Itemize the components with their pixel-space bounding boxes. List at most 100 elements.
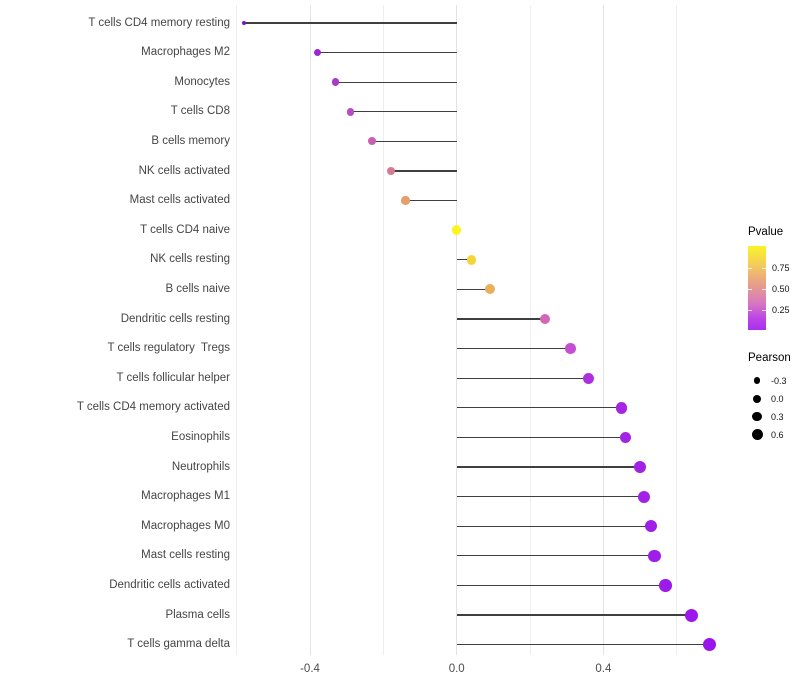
lollipop-dot bbox=[386, 167, 395, 175]
lollipop-dot bbox=[368, 137, 377, 146]
lollipop-stem bbox=[350, 111, 457, 113]
lollipop-dot bbox=[451, 225, 462, 235]
y-axis-label: Macrophages M1 bbox=[141, 490, 230, 503]
lollipop-dot bbox=[684, 608, 698, 622]
pearson-legend-label: 0.6 bbox=[771, 429, 784, 440]
colorbar-tick-label: 0.50 bbox=[772, 283, 790, 294]
y-axis-label: T cells gamma delta bbox=[127, 638, 230, 651]
lollipop-stem bbox=[456, 377, 589, 379]
y-axis-label: B cells naive bbox=[165, 282, 230, 295]
lollipop-stem bbox=[456, 555, 655, 557]
lollipop-stem bbox=[456, 288, 490, 291]
lollipop-stem bbox=[317, 51, 457, 54]
lollipop-dot bbox=[648, 549, 661, 563]
lollipop-dot bbox=[634, 461, 647, 473]
lollipop-stem bbox=[244, 22, 457, 24]
y-axis-label: Dendritic cells resting bbox=[120, 312, 230, 325]
pearson-legend-dot bbox=[753, 394, 761, 403]
lollipop-stem bbox=[456, 318, 545, 320]
pearson-legend-label: 0.3 bbox=[771, 411, 784, 422]
y-axis-label: Macrophages M2 bbox=[141, 46, 230, 59]
lollipop-stem bbox=[456, 436, 626, 439]
lollipop-dot bbox=[702, 637, 717, 652]
y-axis-label: T cells follicular helper bbox=[116, 371, 230, 384]
colorbar-tick bbox=[748, 267, 752, 269]
pearson-legend-title: Pearson bbox=[748, 352, 791, 364]
pearson-legend-label: 0.0 bbox=[771, 393, 784, 404]
lollipop-dot bbox=[565, 343, 576, 354]
pvalue-legend-title: Pvalue bbox=[748, 226, 784, 238]
lollipop-dot bbox=[346, 108, 355, 116]
y-axis-label: T cells CD4 memory resting bbox=[88, 16, 230, 29]
y-axis-label: T cells CD4 naive bbox=[140, 223, 230, 236]
y-axis-label: Plasma cells bbox=[165, 608, 230, 621]
pearson-legend-dot bbox=[752, 411, 762, 422]
pvalue-colorbar: 0.75 0.50 0.25 bbox=[748, 246, 790, 330]
lollipop-stem bbox=[456, 525, 652, 527]
pearson-legend-item: -0.3 bbox=[748, 372, 791, 389]
lollipop-dot bbox=[583, 372, 595, 384]
lollipop-stem bbox=[456, 347, 571, 350]
lollipop-dot bbox=[484, 284, 495, 295]
gridline-major bbox=[602, 5, 604, 655]
colorbar-tick bbox=[748, 288, 752, 290]
colorbar-tick-label: 0.25 bbox=[772, 304, 790, 315]
gridline-minor bbox=[382, 5, 384, 655]
colorbar-tick bbox=[762, 267, 766, 269]
pearson-legend-dot bbox=[753, 377, 761, 384]
lollipop-dot bbox=[466, 255, 477, 265]
lollipop-stem bbox=[335, 81, 457, 83]
lollipop-dot bbox=[401, 196, 410, 205]
colorbar-tick-label: 0.75 bbox=[772, 262, 790, 273]
y-axis-label: Eosinophils bbox=[171, 430, 230, 443]
lollipop-stem bbox=[456, 495, 644, 498]
lollipop-stem bbox=[456, 614, 692, 616]
gridline-major bbox=[456, 5, 458, 655]
lollipop-dot bbox=[659, 579, 672, 592]
pearson-legend-label: -0.3 bbox=[771, 375, 787, 386]
colorbar-tick bbox=[748, 309, 752, 311]
x-tick-label: 0.0 bbox=[448, 663, 465, 675]
lollipop-dot bbox=[242, 21, 246, 25]
y-axis-label: B cells memory bbox=[151, 134, 230, 147]
colorbar-tick bbox=[762, 288, 766, 290]
y-axis-label: NK cells activated bbox=[138, 164, 230, 177]
x-tick-label: 0.4 bbox=[595, 663, 612, 675]
lollipop-dot bbox=[637, 490, 650, 503]
lollipop-dot bbox=[313, 49, 321, 57]
colorbar-tick bbox=[762, 309, 766, 311]
y-axis-label: Dendritic cells activated bbox=[109, 578, 230, 591]
y-axis-label: Mast cells activated bbox=[129, 194, 230, 207]
pvalue-legend: Pvalue 0.75 0.50 0.25 bbox=[748, 226, 790, 330]
y-axis-label: Mast cells resting bbox=[141, 549, 230, 562]
gridline-minor bbox=[676, 5, 678, 655]
lollipop-dot bbox=[615, 402, 628, 414]
lollipop-stem bbox=[456, 407, 622, 409]
pearson-legend-dot bbox=[751, 429, 763, 440]
y-axis-label: T cells CD4 memory activated bbox=[76, 401, 230, 414]
lollipop-dot bbox=[539, 314, 550, 324]
pearson-legend-item: 0.0 bbox=[748, 390, 791, 407]
lollipop-stem bbox=[456, 584, 666, 587]
y-axis-label: T cells CD8 bbox=[170, 105, 230, 118]
lollipop-dot bbox=[619, 431, 632, 444]
lollipop-stem bbox=[456, 259, 472, 261]
lollipop-stem bbox=[456, 466, 641, 468]
x-tick-label: -0.4 bbox=[300, 663, 320, 675]
y-axis-label: Neutrophils bbox=[171, 460, 230, 473]
pearson-legend: Pearson -0.3 0.0 0.3 0.6 bbox=[748, 352, 791, 443]
lollipop-stem bbox=[405, 199, 457, 202]
y-axis-label: NK cells resting bbox=[150, 253, 230, 266]
gridline-minor bbox=[529, 5, 531, 655]
y-axis-label: T cells regulatory Tregs bbox=[107, 342, 230, 355]
lollipop-stem bbox=[372, 140, 457, 143]
y-axis-label: Macrophages M0 bbox=[141, 519, 230, 532]
pearson-legend-item: 0.3 bbox=[748, 408, 791, 425]
lollipop-dot bbox=[331, 78, 340, 86]
lollipop-stem bbox=[390, 170, 457, 172]
gridline-minor bbox=[236, 5, 238, 655]
pearson-legend-items: -0.3 0.0 0.3 0.6 bbox=[748, 372, 791, 443]
gridline-major bbox=[309, 5, 311, 655]
pearson-legend-item: 0.6 bbox=[748, 426, 791, 443]
